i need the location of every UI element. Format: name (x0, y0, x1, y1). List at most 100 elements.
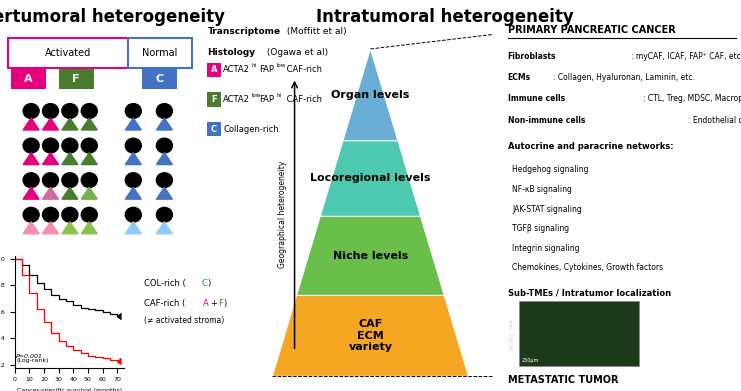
Text: ECMs: ECMs (508, 73, 531, 82)
Circle shape (156, 173, 173, 188)
FancyBboxPatch shape (519, 301, 639, 366)
Text: +: + (210, 298, 217, 308)
FancyBboxPatch shape (7, 38, 129, 68)
Text: TGFβ signaling: TGFβ signaling (512, 224, 569, 233)
Text: C: C (202, 279, 207, 288)
Polygon shape (23, 187, 39, 199)
Circle shape (62, 138, 78, 153)
Text: Organ levels: Organ levels (331, 90, 410, 100)
Text: (Moffitt et al): (Moffitt et al) (285, 27, 347, 36)
Text: Niche levels: Niche levels (333, 251, 408, 261)
Circle shape (62, 173, 78, 188)
Text: F: F (73, 74, 80, 84)
Circle shape (62, 104, 78, 118)
Text: ACTA2: ACTA2 (224, 65, 250, 74)
Circle shape (156, 138, 173, 153)
Circle shape (156, 104, 173, 118)
Polygon shape (82, 152, 97, 165)
Text: COL-rich (: COL-rich ( (144, 279, 186, 288)
Circle shape (125, 207, 142, 222)
Text: (Ogawa et al): (Ogawa et al) (264, 48, 328, 57)
Text: : myCAF, ICAF, FAP⁺ CAF, etc.: : myCAF, ICAF, FAP⁺ CAF, etc. (631, 52, 741, 61)
Text: Fibroblasts: Fibroblasts (508, 52, 556, 61)
FancyBboxPatch shape (127, 38, 192, 68)
Text: low: low (252, 93, 262, 98)
Text: 250μm: 250μm (522, 358, 539, 363)
Text: Autocrine and paracrine networks:: Autocrine and paracrine networks: (508, 142, 674, 151)
Text: CAF-rich: CAF-rich (285, 65, 322, 74)
Polygon shape (125, 187, 142, 199)
Polygon shape (273, 295, 468, 376)
Circle shape (62, 207, 78, 222)
Circle shape (125, 173, 142, 188)
Polygon shape (320, 141, 421, 216)
Circle shape (125, 104, 142, 118)
Text: JAK-STAT signaling: JAK-STAT signaling (512, 204, 582, 213)
Polygon shape (62, 118, 78, 130)
Text: CAF
ECM
variety: CAF ECM variety (348, 319, 393, 352)
Text: Non-immune cells: Non-immune cells (508, 116, 585, 125)
Text: Collagen-rich: Collagen-rich (224, 125, 279, 134)
Polygon shape (125, 222, 142, 234)
Text: : Endothelial cell, Pericyte, etc.: : Endothelial cell, Pericyte, etc. (688, 116, 741, 125)
Circle shape (82, 104, 97, 118)
Polygon shape (42, 152, 59, 165)
Polygon shape (42, 222, 59, 234)
Text: A: A (203, 298, 209, 308)
Text: C: C (211, 125, 217, 134)
Circle shape (42, 173, 59, 188)
Polygon shape (343, 49, 398, 141)
Circle shape (23, 138, 39, 153)
Text: ACTA2  FAP: ACTA2 FAP (510, 319, 515, 350)
Text: CAF-rich (: CAF-rich ( (144, 298, 186, 308)
Text: Histology: Histology (207, 48, 256, 57)
Polygon shape (23, 152, 39, 165)
Polygon shape (296, 216, 444, 295)
Text: ACTA2: ACTA2 (224, 95, 250, 104)
Text: Chemokines, Cytokines, Growth factors: Chemokines, Cytokines, Growth factors (512, 263, 663, 272)
Text: hi: hi (276, 93, 282, 98)
Text: F: F (211, 95, 217, 104)
Text: Intertumoral heterogeneity: Intertumoral heterogeneity (0, 8, 225, 26)
Polygon shape (125, 118, 142, 130)
FancyBboxPatch shape (59, 69, 93, 89)
Polygon shape (82, 118, 97, 130)
Text: Geographical heterogeneity: Geographical heterogeneity (278, 161, 287, 268)
Polygon shape (62, 222, 78, 234)
Text: F: F (218, 298, 223, 308)
Text: hi: hi (252, 63, 257, 68)
Text: : Collagen, Hyaluronan, Laminin, etc.: : Collagen, Hyaluronan, Laminin, etc. (553, 73, 694, 82)
Text: Transcriptome: Transcriptome (207, 27, 281, 36)
Circle shape (42, 207, 59, 222)
Text: PRIMARY PANCREATIC CANCER: PRIMARY PANCREATIC CANCER (508, 25, 675, 35)
Polygon shape (156, 118, 173, 130)
Polygon shape (156, 222, 173, 234)
Text: Activated: Activated (45, 48, 91, 58)
Circle shape (23, 104, 39, 118)
Text: P=0.001: P=0.001 (16, 353, 43, 359)
Polygon shape (156, 152, 173, 165)
Circle shape (42, 104, 59, 118)
Text: ): ) (207, 279, 210, 288)
Text: Sub-TMEs / Intratumor localization: Sub-TMEs / Intratumor localization (508, 288, 671, 297)
Text: low: low (276, 63, 286, 68)
Text: (≠ activated stroma): (≠ activated stroma) (144, 316, 225, 325)
Polygon shape (62, 187, 78, 199)
Circle shape (82, 173, 97, 188)
Text: Normal: Normal (142, 48, 177, 58)
Text: ): ) (224, 298, 227, 308)
Text: Hedgehog signaling: Hedgehog signaling (512, 165, 588, 174)
Polygon shape (23, 222, 39, 234)
Text: C: C (155, 74, 163, 84)
Text: FAP: FAP (259, 65, 274, 74)
Circle shape (82, 138, 97, 153)
FancyBboxPatch shape (11, 69, 46, 89)
FancyBboxPatch shape (207, 122, 221, 136)
FancyBboxPatch shape (207, 92, 221, 107)
Text: CAF-rich: CAF-rich (285, 95, 322, 104)
Polygon shape (62, 152, 78, 165)
Text: Immune cells: Immune cells (508, 94, 565, 103)
Polygon shape (82, 222, 97, 234)
Polygon shape (125, 152, 142, 165)
Text: METASTATIC TUMOR: METASTATIC TUMOR (508, 375, 618, 386)
